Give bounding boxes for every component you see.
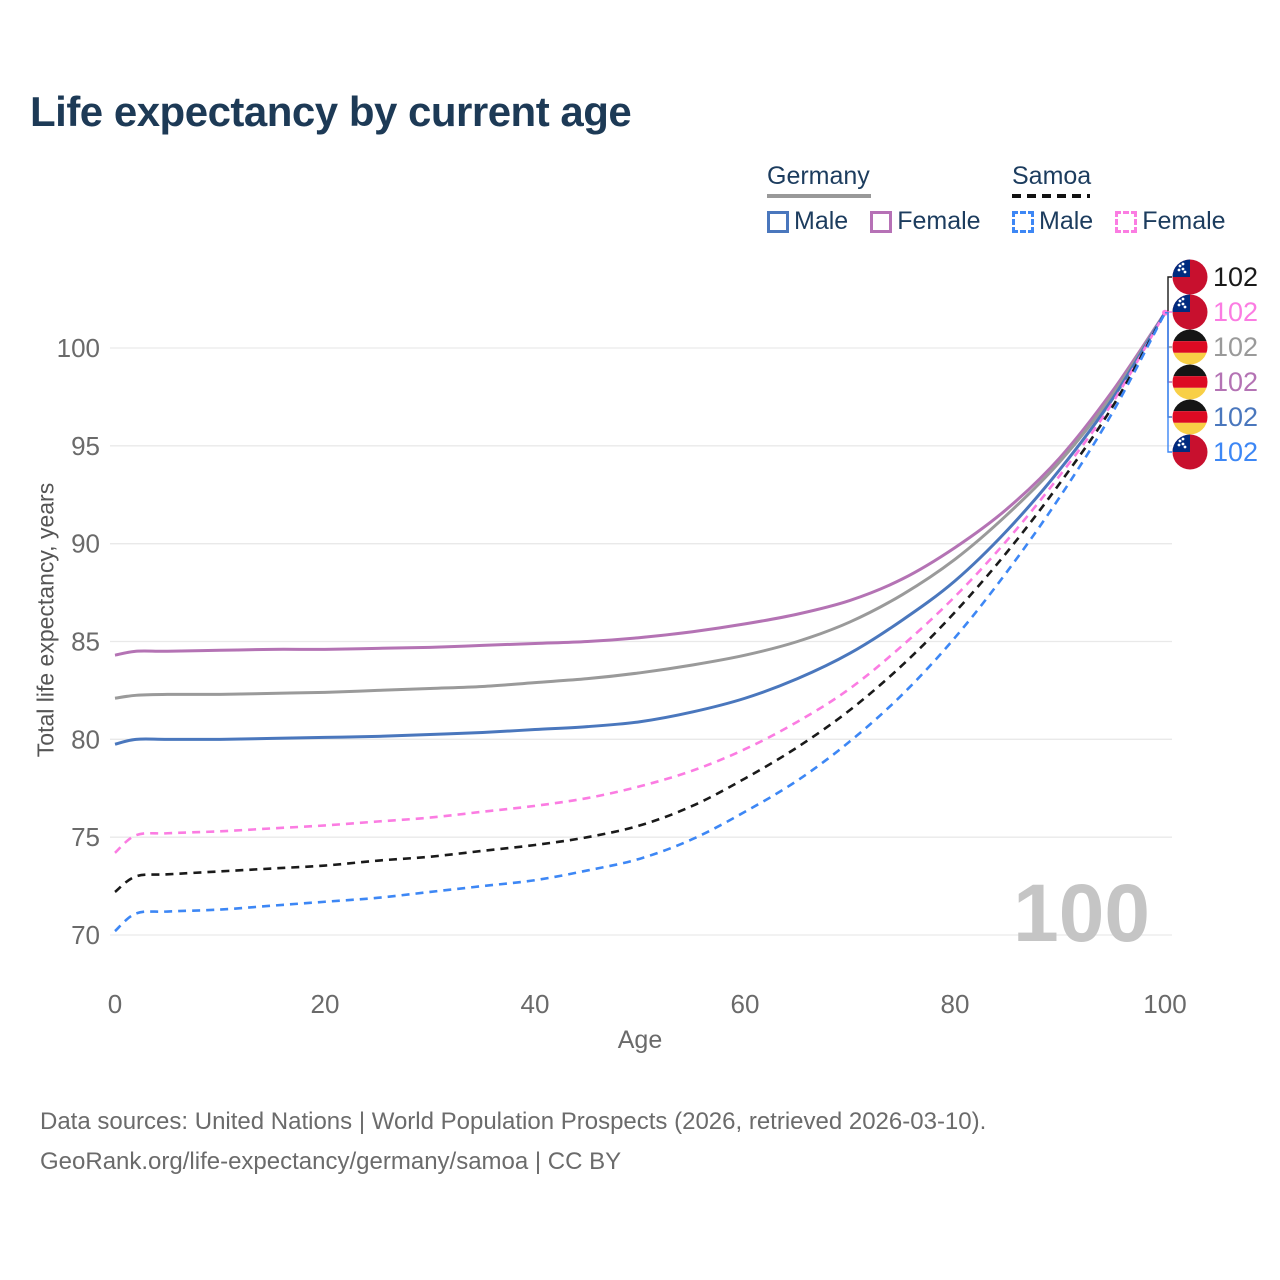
series-line-germany-all	[114, 311, 1167, 700]
y-tick-75: 75	[71, 822, 100, 852]
end-value-germany-female: 102	[1213, 367, 1258, 397]
series-line-germany-female	[114, 311, 1167, 657]
y-tick-70: 70	[71, 920, 100, 950]
flag-samoa-icon	[1172, 434, 1208, 470]
legend-germany-female-label: Female	[897, 207, 981, 235]
samoa-female-swatch-icon	[1115, 210, 1138, 233]
legend-item-samoa-female[interactable]: Female	[1115, 207, 1226, 236]
legend-item-samoa-male[interactable]: Male	[1012, 207, 1093, 236]
attribution-link-text: GeoRank.org/life-expectancy/germany/samo…	[40, 1148, 622, 1175]
legend-group-germany: Germany Male Female	[767, 162, 1003, 236]
x-tick-40: 40	[521, 989, 550, 1019]
x-tick-60: 60	[731, 989, 760, 1019]
series-line-samoa-male	[114, 312, 1167, 933]
series-line-samoa-all	[114, 312, 1167, 893]
germany-male-swatch-icon	[767, 210, 789, 233]
samoa-dashed-underline	[1012, 194, 1090, 198]
germany-solid-underline	[767, 194, 871, 198]
legend-germany-label: Germany	[767, 162, 870, 190]
x-tick-0: 0	[108, 989, 122, 1019]
y-tick-95: 95	[71, 431, 100, 461]
x-tick-100: 100	[1143, 989, 1186, 1019]
leader-line-samoa-male	[1165, 312, 1172, 453]
end-value-samoa-all: 102	[1213, 262, 1258, 292]
y-axis-title: Total life expectancy, years	[32, 482, 59, 758]
leader-line-samoa-all	[1165, 276, 1172, 314]
end-value-germany-all: 102	[1213, 332, 1258, 362]
x-axis-title: Age	[617, 1026, 663, 1054]
flag-germany-icon	[1172, 364, 1208, 400]
x-tick-20: 20	[311, 989, 340, 1019]
legend-item-germany-female[interactable]: Female	[870, 207, 981, 236]
flag-germany-icon	[1172, 399, 1208, 435]
legend-germany-male-label: Male	[794, 207, 849, 235]
legend-samoa-label: Samoa	[1012, 162, 1092, 190]
end-value-samoa-male: 102	[1213, 437, 1258, 467]
page-title: Life expectancy by current age	[30, 88, 632, 135]
y-tick-90: 90	[71, 529, 100, 559]
germany-female-swatch-icon	[870, 210, 893, 233]
flag-samoa-icon	[1172, 294, 1208, 330]
legend-samoa-female-label: Female	[1142, 207, 1226, 235]
flag-germany-icon	[1172, 329, 1208, 365]
y-tick-80: 80	[71, 724, 100, 754]
flag-samoa-icon	[1172, 259, 1208, 295]
y-tick-85: 85	[71, 627, 100, 657]
end-value-samoa-female: 102	[1213, 297, 1258, 327]
series-line-samoa-female	[114, 312, 1167, 854]
end-value-germany-male: 102	[1213, 402, 1258, 432]
age-counter-watermark: 100	[1013, 868, 1150, 959]
data-sources-text: Data sources: United Nations | World Pop…	[40, 1108, 987, 1135]
y-tick-100: 100	[57, 333, 100, 363]
legend-group-samoa: Samoa Male Female	[1012, 162, 1248, 236]
legend-samoa-male-label: Male	[1039, 207, 1094, 235]
x-tick-80: 80	[941, 989, 970, 1019]
samoa-male-swatch-icon	[1012, 210, 1034, 233]
series-line-germany-male	[114, 311, 1167, 746]
legend-item-germany-male[interactable]: Male	[767, 207, 848, 236]
